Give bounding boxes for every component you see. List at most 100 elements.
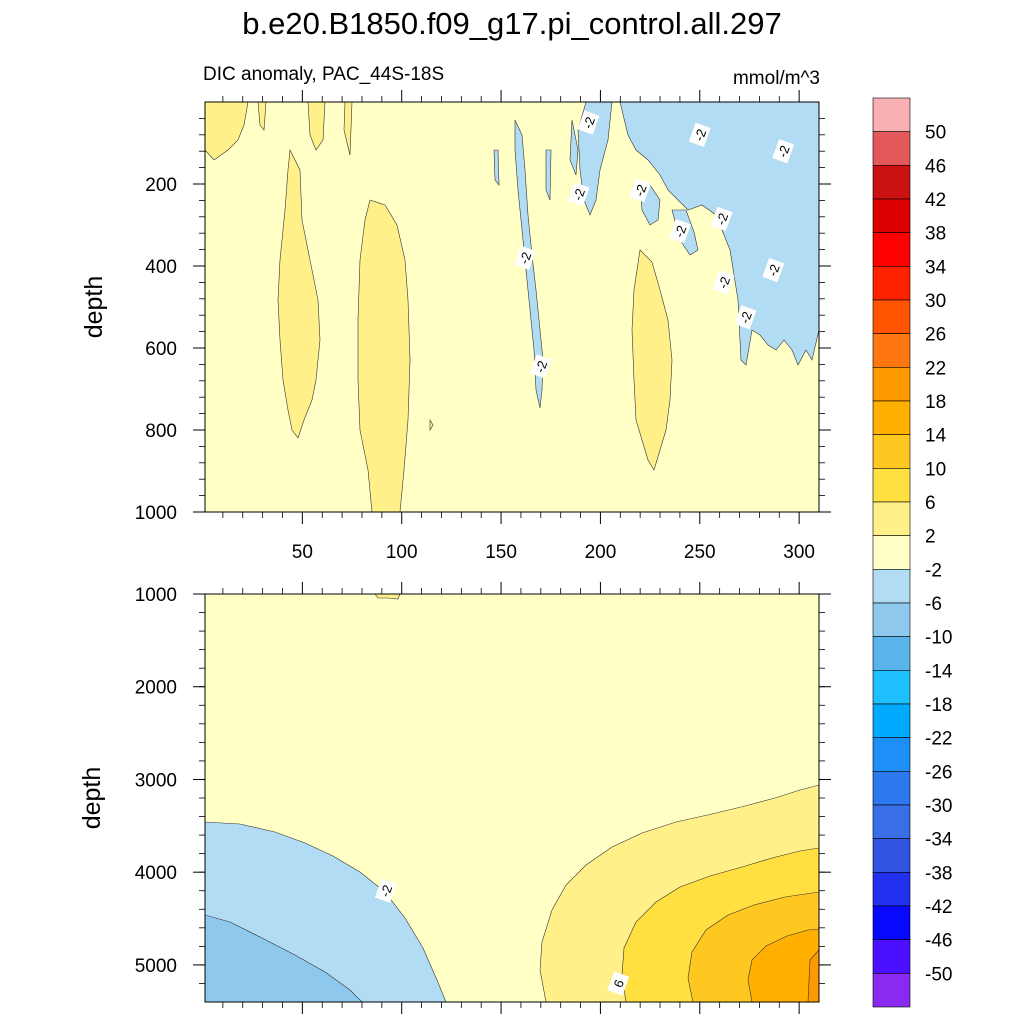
colorbar-label: -2 [925,560,942,581]
colorbar-swatch [872,333,911,368]
y-tick-label: 200 [145,175,177,196]
colorbar-swatch [872,400,911,435]
colorbar-label: -34 [925,830,953,851]
colorbar-swatch [872,636,911,671]
colorbar-swatch [872,97,911,132]
contour-label-text: -2 [715,275,733,291]
upper-contour-fill-2-6 [205,102,249,161]
y-tick-label: 400 [145,257,177,278]
colorbar-label: 46 [925,156,946,177]
lower-ticks: 1000 2000 3000 4000 5000 [135,582,831,1014]
contour-label-text: -2 [570,186,588,202]
contour-label-background [734,305,757,330]
contour-label-background [529,354,552,379]
upper-ticks: 200 400 600 800 1000 50 100 150 200 250 300 [135,90,831,563]
colorbar-swatch [872,165,911,200]
contour-label-background [567,182,590,207]
colorbar: 50 46 42 38 34 30 26 22 18 14 10 6 2 -2 -6 -10 -14 -18 -22… [872,97,953,1008]
colorbar-swatch [872,804,911,839]
upper-contour-fill-2-6 [343,102,353,156]
contour-label: -2 [712,270,735,295]
contour-label-background [577,110,600,135]
contour-label: -2 [734,305,757,330]
colorbar-swatch [872,872,911,907]
contour-label: -2 [513,245,536,270]
colorbar-label: -30 [925,796,952,817]
x-tick-label: 200 [585,542,617,563]
colorbar-swatch [872,131,911,166]
lower-contour-fill-18-22 [807,949,819,1002]
contour-label-text: 6 [610,978,627,990]
y-tick-label: 1000 [135,503,177,524]
colorbar-swatch [872,602,911,637]
colorbar-swatch [872,367,911,402]
colorbar-label: 6 [925,493,936,514]
contour-label-text: -2 [632,182,650,198]
colorbar-label: -18 [925,695,952,716]
colorbar-label: -50 [925,964,952,985]
lower-contour-fill-2-6 [374,594,401,600]
colorbar-label: -38 [925,863,952,884]
colorbar-label: 50 [925,123,946,144]
colorbar-label: -6 [925,594,942,615]
contour-label: -2 [762,257,785,283]
colorbar-label: 18 [925,392,946,413]
chart-subtitle: DIC anomaly, PAC_44S-18S [203,64,444,85]
lower-panel: 1000 2000 3000 4000 5000 -2 6 depth [78,582,831,1014]
lower-contour-fill-neg6-neg10 [205,914,363,1002]
colorbar-swatch [872,973,911,1008]
colorbar-label: 2 [925,527,936,548]
contour-label-text: -2 [516,250,534,266]
colorbar-swatch [872,299,911,334]
contour-label: -2 [577,110,600,135]
units-label: mmol/m^3 [733,68,820,89]
upper-contour-fill-neg2-neg6 [545,149,552,201]
colorbar-label: 14 [925,426,947,447]
contour-label-text: -2 [775,143,793,159]
y-tick-label: 800 [145,421,177,442]
upper-contour-fill-2-6 [357,199,411,512]
lower-contour-labels: -2 6 [374,878,630,996]
colorbar-swatch [872,266,911,301]
colorbar-label: 26 [925,325,946,346]
contour-label: -2 [567,182,590,207]
colorbar-label: 30 [925,291,946,312]
colorbar-label: -26 [925,762,952,783]
contour-label-background [374,878,397,903]
colorbar-swatch [872,905,911,940]
upper-contour-fill-2-6 [257,102,267,131]
contour-label-background [772,139,795,164]
lower-contour-fill-14-18 [747,928,819,1002]
colorbar-label: 34 [925,257,947,278]
y-tick-label: 600 [145,339,177,360]
colorbar-label: 42 [925,190,946,211]
contour-label-text: -2 [691,127,709,143]
contour-label: -2 [688,122,711,147]
y-tick-label: 2000 [135,678,177,699]
colorbar-swatch [872,939,911,974]
upper-contour-fill-2-6 [429,418,434,432]
upper-contour-fill-neg2-neg6 [493,149,500,186]
colorbar-swatch [872,501,911,536]
contour-label: 6 [607,971,630,996]
upper-contour-fill-2-6 [631,249,673,471]
colorbar-label: -46 [925,931,952,952]
contour-label: -2 [629,178,652,203]
colorbar-swatch [872,434,911,469]
y-tick-label: 4000 [135,863,177,884]
upper-contour-fill-neg2-neg6 [569,119,579,176]
contour-label-text: -2 [737,309,755,325]
colorbar-label: -42 [925,897,952,918]
contour-label-text: -2 [765,262,783,278]
upper-contour-fill-2-6 [277,148,321,439]
contour-label-background [712,270,735,295]
colorbar-swatch [872,232,911,267]
contour-label-background [513,245,536,270]
upper-y-axis-label: depth [80,276,108,339]
contour-label-text: -2 [532,359,550,375]
colorbar-swatch [872,468,911,503]
colorbar-swatch [872,670,911,705]
upper-contour-fill-2-6 [307,102,326,151]
